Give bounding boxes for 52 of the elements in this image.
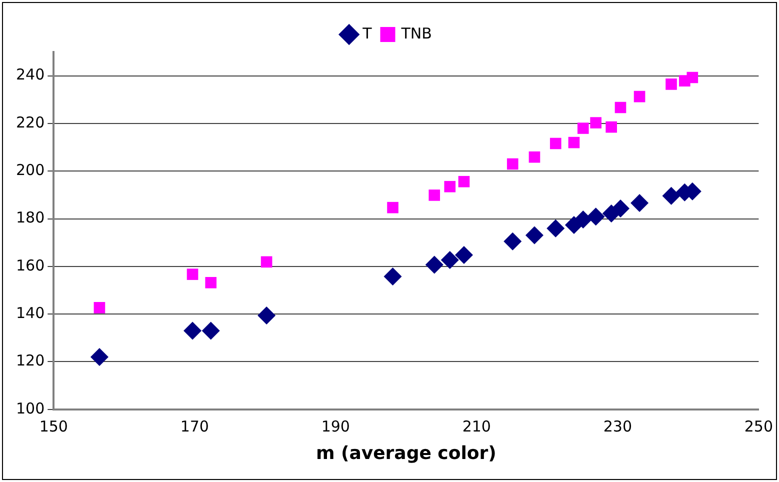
y-tick-label: 120 <box>16 352 45 370</box>
x-tick-label: 230 <box>603 417 632 436</box>
y-tick-label: 100 <box>16 399 45 418</box>
x-axis-title: m (average color) <box>316 442 496 464</box>
point <box>630 194 649 212</box>
point <box>590 117 602 128</box>
x-tick-label: 190 <box>321 417 350 436</box>
point <box>574 210 592 228</box>
x-tick-label: 210 <box>462 417 491 436</box>
point <box>94 302 106 314</box>
point <box>258 306 276 325</box>
point <box>686 72 698 84</box>
point <box>444 180 456 192</box>
point <box>504 232 522 250</box>
y-tick-label: 140 <box>16 304 45 322</box>
point <box>458 176 470 188</box>
point <box>440 251 459 270</box>
y-tick-label: 240 <box>16 66 45 84</box>
point <box>662 186 680 205</box>
y-tick-label: 220 <box>16 113 45 132</box>
point <box>525 226 544 244</box>
legend-label: TNB <box>400 24 432 42</box>
x-tick-label: 150 <box>39 417 68 436</box>
point <box>614 102 626 114</box>
point <box>384 267 402 286</box>
y-tick-label: 200 <box>16 161 45 180</box>
point <box>577 122 589 134</box>
x-tick-label: 250 <box>744 417 774 436</box>
point <box>205 276 217 288</box>
point <box>606 121 617 133</box>
legend-label: T <box>362 24 373 42</box>
point <box>387 202 398 214</box>
point <box>184 322 202 340</box>
point <box>634 90 646 102</box>
point <box>260 256 272 268</box>
x-tick-label: 170 <box>180 417 209 436</box>
point <box>611 200 630 218</box>
point <box>506 158 518 170</box>
point <box>202 322 220 340</box>
y-tick-label: 180 <box>16 208 45 227</box>
point <box>568 136 580 148</box>
point <box>425 256 444 274</box>
point <box>546 219 565 238</box>
point <box>550 138 562 150</box>
point <box>428 190 440 201</box>
point <box>186 268 198 280</box>
point <box>90 348 108 366</box>
point <box>586 208 605 226</box>
y-tick-label: 160 <box>16 256 45 274</box>
point <box>666 78 677 90</box>
point <box>454 246 473 264</box>
point <box>528 151 540 163</box>
